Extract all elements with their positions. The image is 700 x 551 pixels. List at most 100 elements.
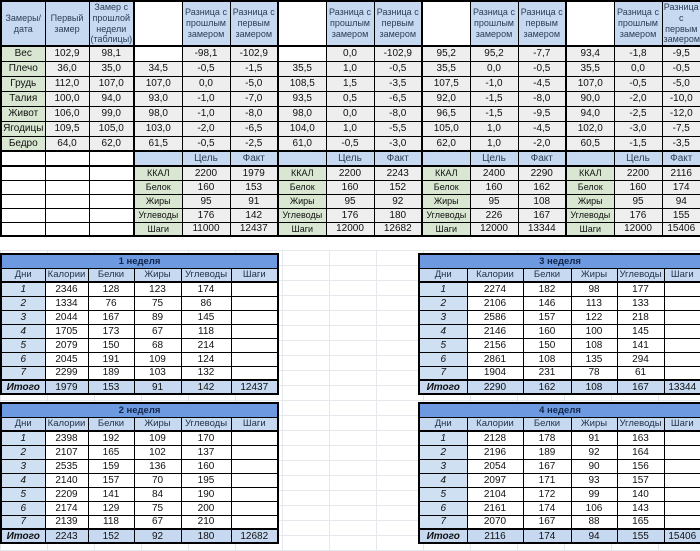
total-value-cell[interactable]: 15406 bbox=[663, 528, 700, 544]
nutrition-label-cell[interactable]: Углеводы bbox=[421, 207, 471, 223]
nutrition-value-cell[interactable]: 15406 bbox=[661, 221, 700, 237]
measure-value-cell[interactable]: 93,0 bbox=[133, 90, 183, 107]
day-value-cell[interactable]: 2196 bbox=[466, 444, 524, 460]
measure-value-cell[interactable]: -1,5 bbox=[229, 60, 279, 77]
empty-cell[interactable] bbox=[88, 207, 135, 223]
day-value-cell[interactable]: 2044 bbox=[44, 309, 89, 325]
measure-value-cell[interactable]: -1,0 bbox=[469, 75, 519, 92]
empty-cell[interactable] bbox=[0, 193, 46, 209]
day-number-cell[interactable]: 7 bbox=[418, 514, 468, 530]
empty-cell[interactable] bbox=[0, 165, 46, 181]
day-number-cell[interactable]: 1 bbox=[418, 430, 468, 446]
day-value-cell[interactable]: 102 bbox=[133, 444, 182, 460]
measure-value-cell[interactable]: -5,0 bbox=[229, 75, 279, 92]
day-number-cell[interactable]: 6 bbox=[418, 500, 468, 516]
day-value-cell[interactable]: 165 bbox=[616, 514, 665, 530]
day-value-cell[interactable]: 172 bbox=[522, 486, 572, 502]
day-value-cell[interactable]: 93 bbox=[570, 472, 618, 488]
measure-row-label[interactable]: Грудь bbox=[0, 75, 46, 92]
day-value-cell[interactable]: 75 bbox=[133, 500, 182, 516]
empty-cell[interactable] bbox=[230, 430, 279, 446]
nutrition-value-cell[interactable]: 152 bbox=[373, 179, 423, 195]
measure-row-label[interactable]: Талия bbox=[0, 90, 46, 107]
empty-cell[interactable] bbox=[421, 150, 471, 168]
day-value-cell[interactable]: 98 bbox=[570, 281, 618, 297]
day-number-cell[interactable]: 6 bbox=[0, 500, 46, 516]
day-number-cell[interactable]: 5 bbox=[418, 337, 468, 353]
measure-value-cell[interactable]: 95,2 bbox=[421, 45, 471, 62]
nutrition-value-cell[interactable]: 160 bbox=[325, 179, 375, 195]
measure-value-cell[interactable]: 93,5 bbox=[277, 90, 327, 107]
nutrition-label-cell[interactable]: Белок bbox=[133, 179, 183, 195]
total-value-cell[interactable]: 174 bbox=[522, 528, 572, 544]
day-value-cell[interactable]: 157 bbox=[522, 309, 572, 325]
day-value-cell[interactable]: 103 bbox=[133, 365, 182, 381]
total-value-cell[interactable]: 142 bbox=[180, 379, 232, 395]
measure-value-cell[interactable]: -5,0 bbox=[661, 75, 700, 92]
day-value-cell[interactable]: 106 bbox=[570, 500, 618, 516]
measure-value-cell[interactable]: 98,1 bbox=[88, 45, 135, 62]
measure-value-cell[interactable]: -3,5 bbox=[661, 135, 700, 153]
goal-fact-header-cell[interactable]: Цель bbox=[469, 150, 519, 168]
total-row-label[interactable]: Итого bbox=[418, 379, 468, 395]
day-value-cell[interactable]: 109 bbox=[133, 351, 182, 367]
measure-value-cell[interactable]: -102,9 bbox=[373, 45, 423, 62]
nutrition-value-cell[interactable]: 94 bbox=[661, 193, 700, 209]
day-value-cell[interactable]: 146 bbox=[522, 295, 572, 311]
nutrition-value-cell[interactable]: 12000 bbox=[469, 221, 519, 237]
day-value-cell[interactable]: 2274 bbox=[466, 281, 524, 297]
measure-value-cell[interactable]: -0,5 bbox=[517, 60, 567, 77]
measure-value-cell[interactable]: -1,5 bbox=[613, 135, 663, 153]
measure-value-cell[interactable]: 95,2 bbox=[469, 45, 519, 62]
measure-value-cell[interactable]: 102,9 bbox=[44, 45, 90, 62]
week-title[interactable]: 1 неделя bbox=[0, 253, 279, 269]
empty-cell[interactable] bbox=[565, 150, 615, 168]
nutrition-value-cell[interactable]: 2200 bbox=[613, 165, 663, 181]
week-column-header[interactable]: Углеводы bbox=[180, 416, 232, 432]
total-value-cell[interactable]: 12682 bbox=[230, 528, 279, 544]
day-value-cell[interactable]: 163 bbox=[616, 430, 665, 446]
empty-cell[interactable] bbox=[277, 45, 327, 62]
nutrition-value-cell[interactable]: 12682 bbox=[373, 221, 423, 237]
measure-value-cell[interactable]: -1,0 bbox=[181, 90, 231, 107]
day-value-cell[interactable]: 78 bbox=[570, 365, 618, 381]
day-value-cell[interactable]: 1904 bbox=[466, 365, 524, 381]
day-value-cell[interactable]: 128 bbox=[87, 281, 135, 297]
nutrition-value-cell[interactable]: 176 bbox=[181, 207, 231, 223]
measure-value-cell[interactable]: 35,5 bbox=[277, 60, 327, 77]
measure-value-cell[interactable]: 1,0 bbox=[325, 60, 375, 77]
day-number-cell[interactable]: 3 bbox=[418, 309, 468, 325]
total-value-cell[interactable]: 12437 bbox=[230, 379, 279, 395]
measure-value-cell[interactable]: 1,0 bbox=[325, 120, 375, 137]
measure-value-cell[interactable]: -9,5 bbox=[517, 105, 567, 122]
measure-value-cell[interactable]: -2,0 bbox=[181, 120, 231, 137]
measure-value-cell[interactable]: -1,0 bbox=[181, 105, 231, 122]
day-value-cell[interactable]: 160 bbox=[522, 323, 572, 339]
measure-value-cell[interactable]: -8,0 bbox=[229, 105, 279, 122]
goal-fact-header-cell[interactable]: Факт bbox=[229, 150, 279, 168]
day-value-cell[interactable]: 68 bbox=[133, 337, 182, 353]
day-value-cell[interactable]: 174 bbox=[522, 500, 572, 516]
nutrition-value-cell[interactable]: 95 bbox=[181, 193, 231, 209]
measure-value-cell[interactable]: 1,0 bbox=[469, 135, 519, 153]
measure-row-label[interactable]: Плечо bbox=[0, 60, 46, 77]
measure-value-cell[interactable]: 1,0 bbox=[469, 120, 519, 137]
column-header-cell[interactable]: Разница с первым замером bbox=[229, 0, 279, 48]
nutrition-label-cell[interactable]: Шаги bbox=[421, 221, 471, 237]
empty-cell[interactable] bbox=[44, 179, 90, 195]
total-row-label[interactable]: Итого bbox=[418, 528, 468, 544]
empty-cell[interactable] bbox=[663, 309, 700, 325]
column-header-cell[interactable]: Замеры/ дата bbox=[0, 0, 46, 48]
day-number-cell[interactable]: 3 bbox=[0, 309, 46, 325]
day-number-cell[interactable]: 3 bbox=[0, 458, 46, 474]
measure-value-cell[interactable]: 108,5 bbox=[277, 75, 327, 92]
measure-value-cell[interactable]: 107,5 bbox=[421, 75, 471, 92]
measure-value-cell[interactable]: 98,0 bbox=[133, 105, 183, 122]
empty-cell[interactable] bbox=[230, 309, 279, 325]
measure-value-cell[interactable]: 0,0 bbox=[325, 105, 375, 122]
measure-value-cell[interactable]: -2,5 bbox=[613, 105, 663, 122]
measure-value-cell[interactable]: 35,5 bbox=[421, 60, 471, 77]
empty-cell[interactable] bbox=[0, 150, 46, 168]
measure-value-cell[interactable]: 100,0 bbox=[44, 90, 90, 107]
day-number-cell[interactable]: 2 bbox=[418, 444, 468, 460]
